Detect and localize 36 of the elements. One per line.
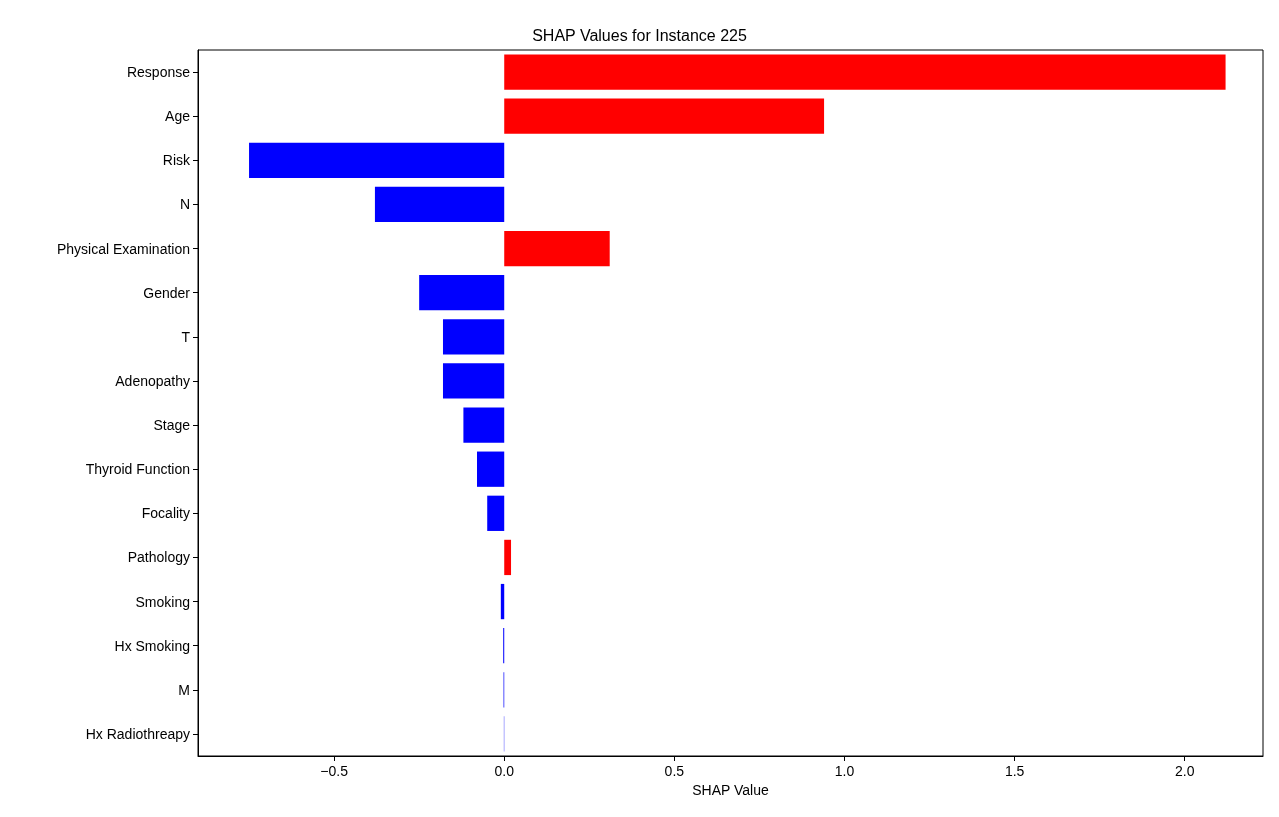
x-tick-label: 1.0 [834, 763, 855, 779]
y-tick-label: Age [165, 108, 191, 125]
y-tick-label: Smoking [135, 593, 190, 610]
y-tick-label: N [179, 196, 190, 213]
bar [249, 142, 505, 178]
bar [504, 98, 825, 134]
bar [374, 186, 505, 223]
bar [477, 451, 505, 487]
y-tick-label: Physical Examination [56, 240, 190, 257]
y-tick-label: Focality [141, 505, 190, 522]
y-tick-label: Response [126, 64, 191, 81]
x-tick-label: 0.0 [494, 763, 515, 779]
x-axis-title: SHAP Value [692, 781, 769, 798]
y-tick-label: Hx Smoking [114, 637, 190, 654]
bar [442, 363, 505, 399]
y-tick-label: Gender [143, 284, 191, 301]
bar [487, 495, 505, 531]
x-tick-label: −0.5 [320, 763, 349, 779]
x-tick-label: 0.5 [664, 763, 685, 779]
bar [504, 230, 610, 267]
y-tick-label: Thyroid Function [85, 461, 190, 478]
y-tick-label: Pathology [127, 549, 190, 566]
y-tick-label: Risk [162, 152, 191, 169]
y-tick-label: Hx Radiothreapy [85, 725, 190, 742]
bar [504, 539, 512, 576]
y-tick-label: M [178, 681, 190, 698]
y-tick-label: Adenopathy [115, 372, 190, 389]
bar [419, 275, 505, 311]
bar [504, 54, 1226, 90]
x-tick-label: 2.0 [1175, 763, 1195, 779]
x-tick-label: 1.5 [1004, 763, 1025, 779]
chart-title: SHAP Values for Instance 225 [532, 26, 747, 44]
bar [442, 319, 505, 355]
bar [463, 407, 505, 443]
y-tick-label: Stage [153, 417, 191, 434]
y-tick-label: T [181, 328, 191, 345]
